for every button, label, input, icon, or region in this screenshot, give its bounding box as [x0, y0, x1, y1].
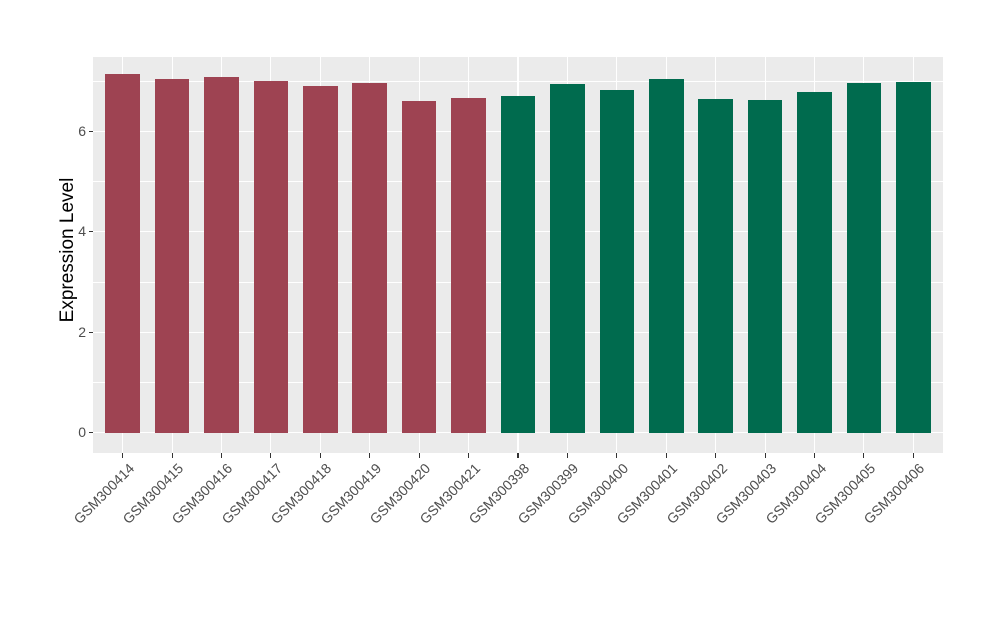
x-tick-mark	[418, 453, 420, 458]
y-tick-mark	[88, 331, 93, 333]
bar-GSM300398	[500, 95, 536, 433]
x-tick-mark	[616, 453, 618, 458]
x-tick-mark	[566, 453, 568, 458]
x-tick-mark	[122, 453, 124, 458]
y-tick-label: 2	[78, 323, 86, 340]
bar-GSM300406	[896, 82, 931, 433]
x-tick-mark	[369, 453, 371, 458]
bar-GSM300401	[648, 79, 684, 433]
x-tick-mark	[665, 453, 667, 458]
bar-GSM300414	[105, 73, 140, 433]
bar-GSM300419	[352, 83, 388, 433]
y-tick-label: 4	[78, 223, 86, 240]
bar-GSM300416	[204, 76, 239, 433]
y-tick-mark	[88, 432, 93, 434]
x-tick-mark	[468, 453, 470, 458]
bar-GSM300415	[154, 78, 190, 433]
plot-panel	[93, 57, 943, 453]
bar-GSM300404	[797, 92, 832, 433]
x-tick-label-GSM300414: GSM300414	[70, 460, 137, 527]
bar-GSM300402	[698, 99, 733, 433]
x-tick-mark	[220, 453, 223, 458]
x-tick-mark	[912, 453, 914, 458]
bar-GSM300403	[747, 100, 783, 433]
y-tick-label: 6	[78, 122, 86, 139]
x-tick-mark	[715, 453, 717, 458]
bar-GSM300399	[550, 83, 585, 433]
x-tick-mark	[517, 453, 519, 458]
x-tick-mark	[764, 453, 766, 458]
y-tick-mark	[88, 130, 93, 132]
bar-GSM300405	[846, 83, 882, 433]
x-tick-mark	[319, 453, 321, 458]
bar-GSM300420	[401, 101, 437, 433]
y-axis-title: Expression Level	[57, 177, 78, 323]
y-tick-mark	[88, 231, 93, 233]
x-tick-mark	[863, 453, 865, 458]
bar-GSM300417	[253, 80, 289, 433]
bar-GSM300400	[599, 89, 635, 433]
bar-GSM300418	[303, 86, 338, 433]
x-tick-mark	[813, 453, 816, 458]
x-tick-mark	[171, 453, 173, 458]
bar-GSM300421	[451, 98, 486, 433]
y-tick-label: 0	[78, 424, 86, 441]
x-tick-mark	[270, 453, 272, 458]
